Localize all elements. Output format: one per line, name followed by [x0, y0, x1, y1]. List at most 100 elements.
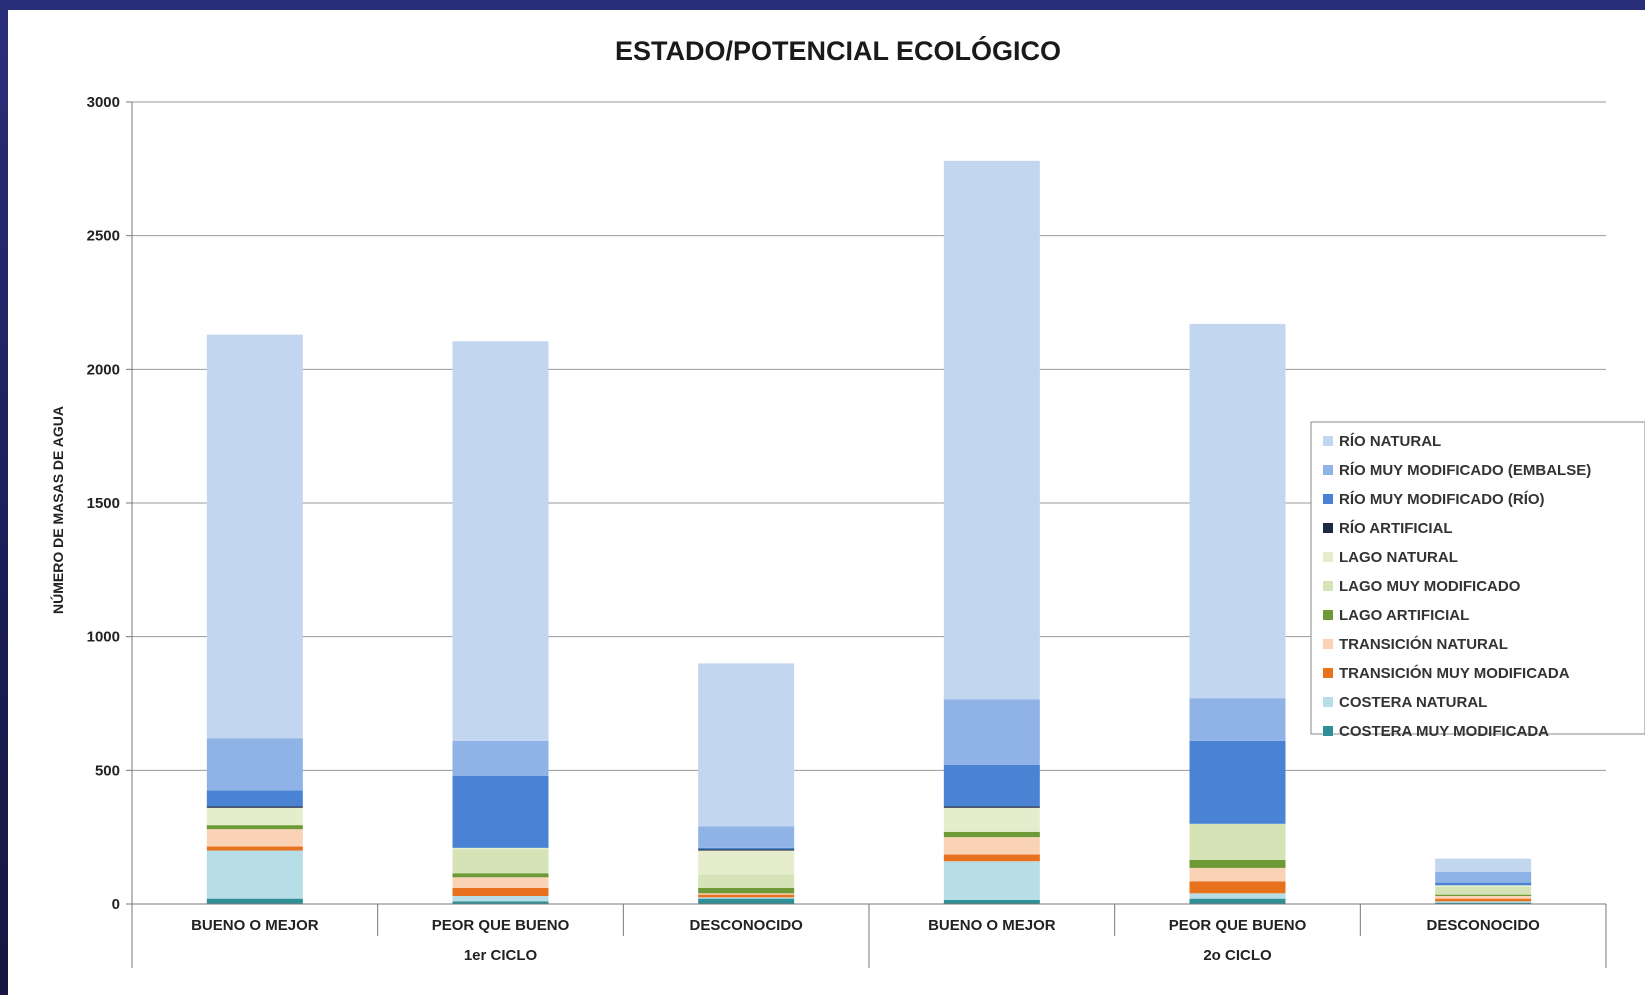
bar-segment [452, 887, 549, 896]
bar-segment [943, 899, 1040, 904]
bar-segment [206, 807, 303, 826]
bar-segment [452, 901, 549, 904]
bar-segment [1435, 895, 1532, 899]
bar-segment [452, 847, 549, 850]
bar-segment [206, 898, 303, 904]
bar-segment [452, 895, 549, 902]
axes: 0 500 1000 1500 2000 2500 3000 BUENO O MEJOR PEO… [87, 94, 1607, 968]
legend-label: TRANSICIÓN NATURAL [1339, 635, 1508, 653]
bar-segment [698, 898, 795, 904]
bar-segment [698, 893, 795, 895]
bar-segment [1435, 894, 1532, 896]
category-label: BUENO O MEJOR [191, 917, 319, 934]
bar-segment [943, 160, 1040, 700]
legend-label: LAGO ARTIFICIAL [1339, 607, 1469, 624]
bar-segment [698, 897, 795, 899]
y-axis-label: NÚMERO DE MASAS DE AGUA [49, 406, 66, 614]
chart-title: ESTADO/POTENCIAL ECOLÓGICO [615, 35, 1061, 66]
bar-segment [698, 887, 795, 894]
bar-segment [698, 894, 795, 898]
legend-swatch [1323, 494, 1333, 504]
legend-label: LAGO MUY MODIFICADO [1339, 578, 1521, 595]
bar-segment [1435, 871, 1532, 883]
bar-segment [1189, 323, 1286, 699]
bar-segment [1435, 882, 1532, 886]
bar-segment [1189, 859, 1286, 868]
legend-swatch [1323, 697, 1333, 707]
bar-segment [1435, 898, 1532, 902]
legend-swatch [1323, 610, 1333, 620]
bar-segment [206, 829, 303, 847]
legend-label: LAGO NATURAL [1339, 549, 1458, 566]
category-label: DESCONOCIDO [689, 917, 803, 934]
legend-swatch [1323, 523, 1333, 533]
bar-segment [698, 663, 795, 827]
legend: RÍO NATURAL RÍO MUY MODIFICADO (EMBALSE) R… [1310, 421, 1645, 740]
gridlines [132, 101, 1606, 771]
bar-segment [1189, 740, 1286, 824]
bar-segment [943, 806, 1040, 808]
bar-segment [1189, 698, 1286, 741]
bar-segment [452, 341, 549, 741]
bar-segment [1189, 867, 1286, 882]
stacked-bar-chart: ESTADO/POTENCIAL ECOLÓGICO NÚMERO DE MAS… [49, 35, 1645, 968]
bar-segment [943, 861, 1040, 900]
legend-label: TRANSICIÓN MUY MODIFICADA [1339, 664, 1570, 682]
bar-segment [206, 790, 303, 807]
chart-frame: ESTADO/POTENCIAL ECOLÓGICO NÚMERO DE MAS… [8, 10, 1645, 995]
y-tick-label: 3000 [87, 94, 120, 111]
bar-segment [943, 837, 1040, 855]
legend-label: COSTERA MUY MODIFICADA [1339, 723, 1549, 740]
bar-segment [943, 764, 1040, 807]
bar-segment [206, 738, 303, 791]
category-label: BUENO O MEJOR [928, 917, 1056, 934]
y-tick-label: 2000 [87, 361, 120, 378]
legend-box [1310, 421, 1645, 735]
y-tick-label: 1000 [87, 629, 120, 646]
bar-segment [1189, 823, 1286, 860]
legend-swatch [1323, 465, 1333, 475]
group-label: 2o CICLO [1203, 947, 1272, 964]
bar-segment [698, 826, 795, 848]
bar-segment [1189, 898, 1286, 904]
legend-swatch [1323, 639, 1333, 649]
group-label: 1er CICLO [464, 947, 538, 964]
bar-segment [1189, 893, 1286, 899]
bar-segment [698, 847, 795, 850]
bar-segment [452, 740, 549, 776]
bar-segment [1435, 858, 1532, 872]
bar-segment [452, 877, 549, 888]
legend-swatch [1323, 436, 1333, 446]
category-label: PEOR QUE BUENO [432, 917, 570, 934]
bar-segment [206, 806, 303, 808]
legend-label: RÍO MUY MODIFICADO (RÍO) [1339, 491, 1545, 508]
bar-segment [698, 850, 795, 875]
bar-segment [943, 831, 1040, 838]
bar-segment [1435, 902, 1532, 904]
y-tick-label: 500 [95, 762, 120, 779]
bar-segment [943, 807, 1040, 832]
legend-label: RÍO MUY MODIFICADO (EMBALSE) [1339, 462, 1591, 479]
bar-segment [206, 334, 303, 739]
y-tick-label: 1500 [87, 495, 120, 512]
bar-segment [206, 846, 303, 851]
bar-segment [452, 775, 549, 848]
bar-segment [452, 873, 549, 878]
bar-segment [1435, 885, 1532, 887]
category-label: DESCONOCIDO [1426, 917, 1540, 934]
legend-swatch [1323, 726, 1333, 736]
legend-swatch [1323, 581, 1333, 591]
category-label: PEOR QUE BUENO [1169, 917, 1307, 934]
legend-swatch [1323, 668, 1333, 678]
y-tick-label: 0 [112, 896, 120, 913]
bars [206, 160, 1532, 904]
legend-label: RÍO ARTIFICIAL [1339, 520, 1453, 537]
bar-segment [943, 699, 1040, 765]
bar-segment [206, 850, 303, 899]
bar-segment [452, 849, 549, 874]
bar-segment [206, 825, 303, 830]
legend-label: COSTERA NATURAL [1339, 694, 1487, 711]
y-tick-label: 2500 [87, 228, 120, 245]
bar-segment [1435, 886, 1532, 895]
bar-segment [943, 854, 1040, 862]
